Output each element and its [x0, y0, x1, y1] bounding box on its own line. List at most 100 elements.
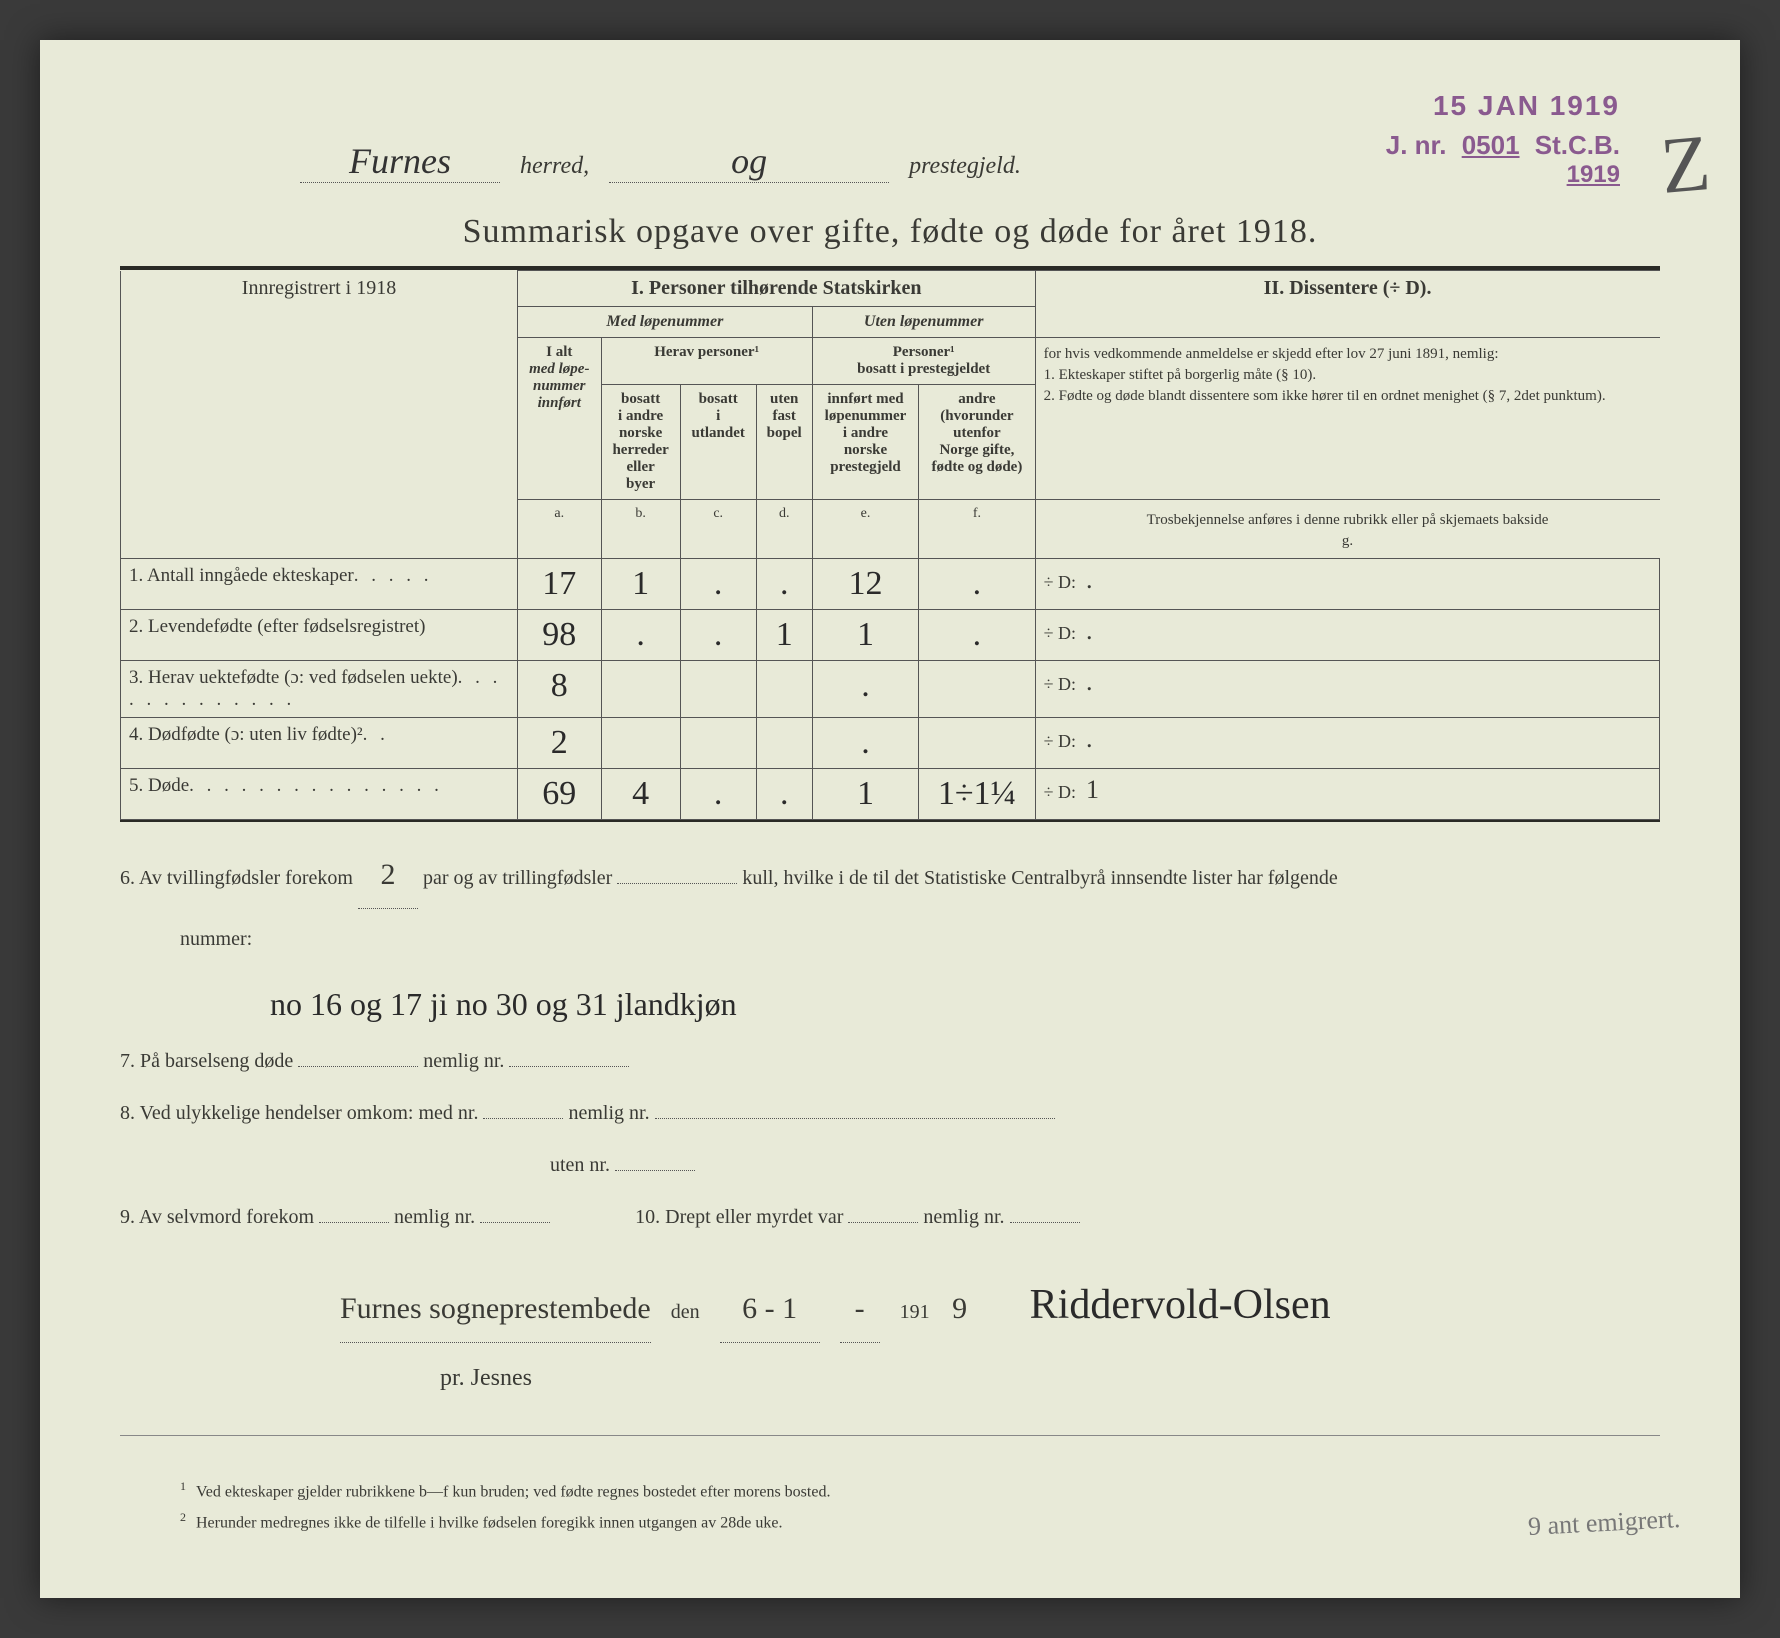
herred-value: Furnes — [300, 140, 500, 183]
prestegjeld-label: prestegjeld. — [909, 153, 1021, 180]
row-label: 5. Døde. . . . . . . . . . . . . . . — [121, 769, 518, 820]
row-label: 3. Herav uektefødte (ɔ: ved fødselen uek… — [121, 661, 518, 718]
col-a-header: I alt med løpe- nummer innført — [518, 338, 602, 500]
cell-b: 1 — [601, 559, 680, 610]
document-page: 15 JAN 1919 J. nr. 0501 St.C.B. 1919 Z F… — [40, 40, 1740, 1598]
note-9-b: nemlig nr. — [394, 1206, 475, 1228]
cell-c — [680, 661, 756, 718]
sig-den: den — [671, 1290, 700, 1334]
cell-f: 1÷1¼ — [919, 769, 1035, 820]
med-lope-header: Med løpenummer — [518, 307, 813, 338]
col-letter-a: a. — [518, 500, 602, 559]
footnote-rule — [120, 1435, 1660, 1436]
row-label: 4. Dødfødte (ɔ: uten liv fødte)². . — [121, 718, 518, 769]
sig-place: Furnes sogneprestembede — [340, 1276, 651, 1343]
jnr-prefix: J. nr. — [1386, 130, 1447, 160]
stamp-date: 15 JAN 1919 — [1386, 90, 1620, 122]
col-letter-d: d. — [756, 500, 812, 559]
jnr-number: 0501 — [1454, 130, 1528, 160]
note-8-a: 8. Ved ulykkelige hendelser omkom: med n… — [120, 1102, 478, 1124]
stamp-jnr: J. nr. 0501 St.C.B. — [1386, 130, 1620, 161]
note-10-blank-1 — [848, 1222, 918, 1223]
og-value: og — [609, 140, 889, 183]
cell-f — [919, 661, 1035, 718]
cell-c: . — [680, 610, 756, 661]
cell-g: ÷ D:. — [1035, 610, 1659, 661]
note-6-handwritten: no 16 og 17 ji no 30 og 31 jlandkjøn — [120, 969, 1660, 1039]
col-b-header: bosatt i andre norske herreder eller bye… — [601, 385, 680, 500]
dissenter-intro: for hvis vedkommende anmeldelse er skjed… — [1044, 344, 1652, 365]
ialt-label: I alt — [526, 344, 593, 361]
dissenter-item-2: 2. Fødte og døde blandt dissentere som i… — [1044, 386, 1652, 407]
notes-section: 6. Av tvillingfødsler forekom 2 par og a… — [120, 842, 1660, 1405]
cell-e: . — [812, 718, 918, 769]
cell-g: ÷ D:. — [1035, 661, 1659, 718]
ialt-sub: med løpe- nummer innført — [526, 361, 593, 412]
note-6-b: par og av trillingfødsler — [423, 867, 612, 889]
cell-a: 17 — [518, 559, 602, 610]
main-table: Innregistrert i 1918 I. Personer tilhøre… — [120, 270, 1660, 820]
corner-mark: Z — [1657, 118, 1714, 213]
cell-d: 1 — [756, 610, 812, 661]
note-10-blank-2 — [1010, 1222, 1080, 1223]
dissenter-desc: for hvis vedkommende anmeldelse er skjed… — [1035, 338, 1659, 500]
personer-bosatt-header: Personer¹ bosatt i prestegjeldet — [812, 338, 1035, 385]
note-8-b: nemlig nr. — [568, 1102, 649, 1124]
cell-f: . — [919, 610, 1035, 661]
cell-b: . — [601, 610, 680, 661]
cell-f: . — [919, 559, 1035, 610]
note-7-blank-1 — [298, 1066, 418, 1067]
cell-g: ÷ D:. — [1035, 559, 1659, 610]
col-e-header: innført med løpenummer i andre norske pr… — [812, 385, 918, 500]
note-8-blank-1 — [483, 1118, 563, 1119]
col-letter-f: f. — [919, 500, 1035, 559]
uten-lope-header: Uten løpenummer — [812, 307, 1035, 338]
section-2-title: II. Dissentere (÷ D). — [1044, 277, 1652, 300]
note-6-blank — [617, 883, 737, 884]
note-10-a: 10. Drept eller myrdet var — [635, 1206, 843, 1228]
note-9-blank-2 — [480, 1222, 550, 1223]
cell-e: 12 — [812, 559, 918, 610]
cell-g: ÷ D:1 — [1035, 769, 1659, 820]
note-7: 7. På barselseng døde nemlig nr. — [120, 1039, 1660, 1083]
note-8-blank-3 — [615, 1170, 695, 1171]
signature-line: Furnes sogneprestembede den 6 - 1 - 1919… — [120, 1259, 1660, 1351]
note-6-nummer: nummer: — [120, 917, 1660, 961]
cell-c: . — [680, 769, 756, 820]
section-2-header: II. Dissentere (÷ D). — [1035, 271, 1659, 338]
note-9-10: 9. Av selvmord forekom nemlig nr. 10. Dr… — [120, 1195, 1660, 1239]
note-9-a: 9. Av selvmord forekom — [120, 1206, 314, 1228]
table-row: 1. Antall inngåede ekteskaper. . . . . 1… — [121, 559, 1660, 610]
col-c-header: bosatt i utlandet — [680, 385, 756, 500]
col-d-header: uten fast bopel — [756, 385, 812, 500]
row-label: 1. Antall inngåede ekteskaper. . . . . — [121, 559, 518, 610]
row-label: 2. Levendefødte (efter fødselsregistret) — [121, 610, 518, 661]
dissenter-item-1: 1. Ekteskaper stiftet på borgerlig måte … — [1044, 365, 1652, 386]
table-row: 5. Døde. . . . . . . . . . . . . . . 69 … — [121, 769, 1660, 820]
sig-sub: pr. Jesnes — [120, 1352, 1660, 1405]
cell-e: 1 — [812, 769, 918, 820]
cell-a: 69 — [518, 769, 602, 820]
herred-label: herred, — [520, 153, 589, 180]
sig-year: 9 — [950, 1276, 970, 1342]
dissenter-footnote: Trosbekjennelse anføres i denne rubrikk … — [1044, 506, 1652, 531]
stamp-block: 15 JAN 1919 J. nr. 0501 St.C.B. 1919 — [1386, 90, 1620, 189]
cell-g: ÷ D:. — [1035, 718, 1659, 769]
sig-date-d: 6 - 1 — [720, 1276, 820, 1343]
col-f-header: andre (hvorunder utenfor Norge gifte, fø… — [919, 385, 1035, 500]
col-letter-b: b. — [601, 500, 680, 559]
note-6-val: 2 — [358, 842, 418, 909]
footnote-1: 1Ved ekteskaper gjelder rubrikkene b—f k… — [180, 1476, 1660, 1507]
footnote-2: 2Herunder medregnes ikke de tilfelle i h… — [180, 1507, 1660, 1538]
cell-e: . — [812, 661, 918, 718]
col-letter-e: e. — [812, 500, 918, 559]
note-8-uten: uten nr. — [120, 1143, 1660, 1187]
section-1-header: I. Personer tilhørende Statskirken — [518, 271, 1036, 307]
table-row: 2. Levendefødte (efter fødselsregistret)… — [121, 610, 1660, 661]
note-7-b: nemlig nr. — [423, 1050, 504, 1072]
note-6: 6. Av tvillingfødsler forekom 2 par og a… — [120, 842, 1660, 909]
note-10-b: nemlig nr. — [923, 1206, 1004, 1228]
table-row: 3. Herav uektefødte (ɔ: ved fødselen uek… — [121, 661, 1660, 718]
note-7-blank-2 — [509, 1066, 629, 1067]
note-6-a: 6. Av tvillingfødsler forekom — [120, 867, 353, 889]
